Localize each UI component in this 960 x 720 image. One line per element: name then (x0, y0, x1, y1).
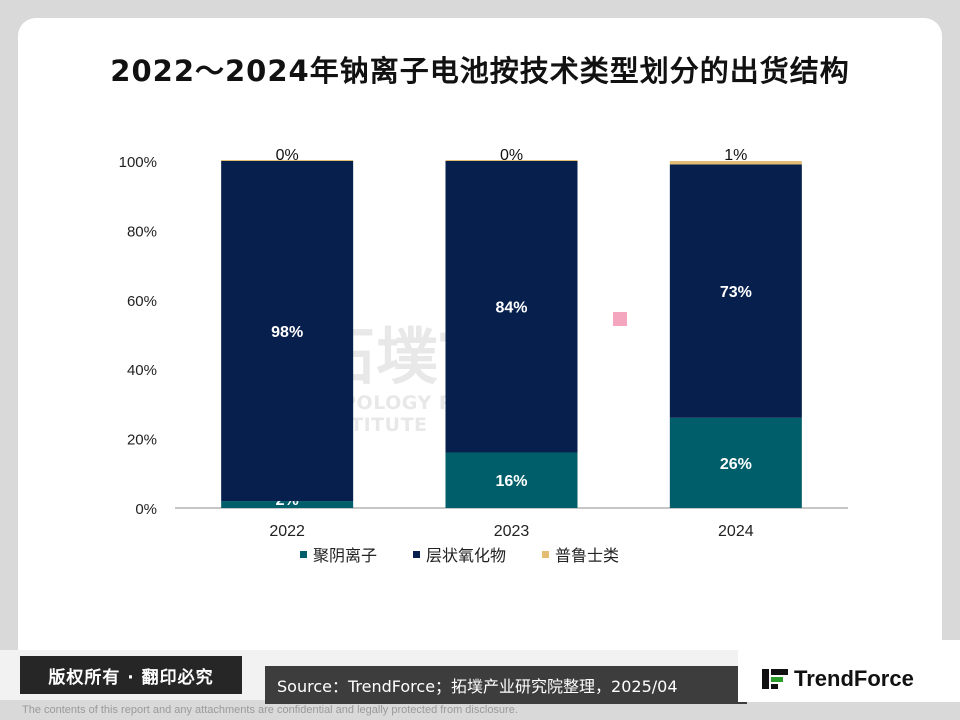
x-tick-label: 2023 (494, 523, 530, 540)
data-label: 26% (720, 456, 752, 473)
source-label: Source：TrendForce；拓墣产业研究院整理，2025/04 (265, 666, 747, 704)
data-label: 16% (495, 473, 527, 490)
x-tick-label: 2022 (269, 523, 305, 540)
y-tick-label: 0% (135, 501, 157, 518)
data-label: 0% (276, 147, 299, 164)
bar-segment (445, 160, 578, 161)
watermark-accent (613, 312, 627, 326)
bar-segment (445, 161, 578, 453)
y-tick-label: 60% (127, 293, 157, 310)
data-label: 73% (720, 284, 752, 301)
legend-label-polyanion: 聚阴离子 (313, 546, 378, 565)
bar-segment (221, 160, 354, 161)
legend-swatch-prussian (542, 550, 550, 558)
y-tick-label: 100% (119, 154, 157, 171)
bar-segment (669, 164, 802, 418)
y-tick-label: 20% (127, 432, 157, 449)
legend-item-prussian: 普鲁士类 (542, 541, 619, 567)
legend-swatch-polyanion (300, 550, 307, 558)
disclaimer: The contents of this report and any atta… (22, 704, 518, 716)
stacked-bar-chart: 0%20%40%60%80%100%2%98%0%202216%84%0%202… (119, 147, 848, 540)
y-tick-label: 80% (127, 223, 157, 240)
data-label: 98% (271, 324, 303, 341)
bar-segment (221, 501, 354, 508)
bar-segment (669, 161, 802, 165)
legend-item-layered-oxide: 层状氧化物 (413, 541, 506, 567)
chart-title: 2022～2024年钠离子电池按技术类型划分的出货结构 (110, 54, 850, 88)
data-label: 84% (495, 300, 527, 317)
trendforce-logo-icon (762, 669, 788, 689)
x-tick-label: 2024 (718, 523, 754, 540)
bar-segment (445, 452, 578, 508)
data-label: 1% (724, 147, 747, 164)
legend-label-prussian: 普鲁士类 (555, 546, 620, 565)
data-label: 0% (500, 147, 523, 164)
trendforce-logo: TrendForce (762, 666, 914, 692)
legend-label-layered-oxide: 层状氧化物 (426, 546, 507, 565)
copyright-label: 版权所有 · 翻印必究 (20, 656, 242, 694)
bar-segment (669, 417, 802, 508)
legend-item-polyanion: 聚阴离子 (300, 541, 377, 567)
legend: 聚阴离子 层状氧化物 普鲁士类 (300, 541, 619, 567)
y-tick-label: 40% (127, 362, 157, 379)
bar-segment (221, 161, 354, 502)
logo-text: TrendForce (794, 666, 914, 691)
legend-swatch-layered-oxide (413, 550, 421, 558)
